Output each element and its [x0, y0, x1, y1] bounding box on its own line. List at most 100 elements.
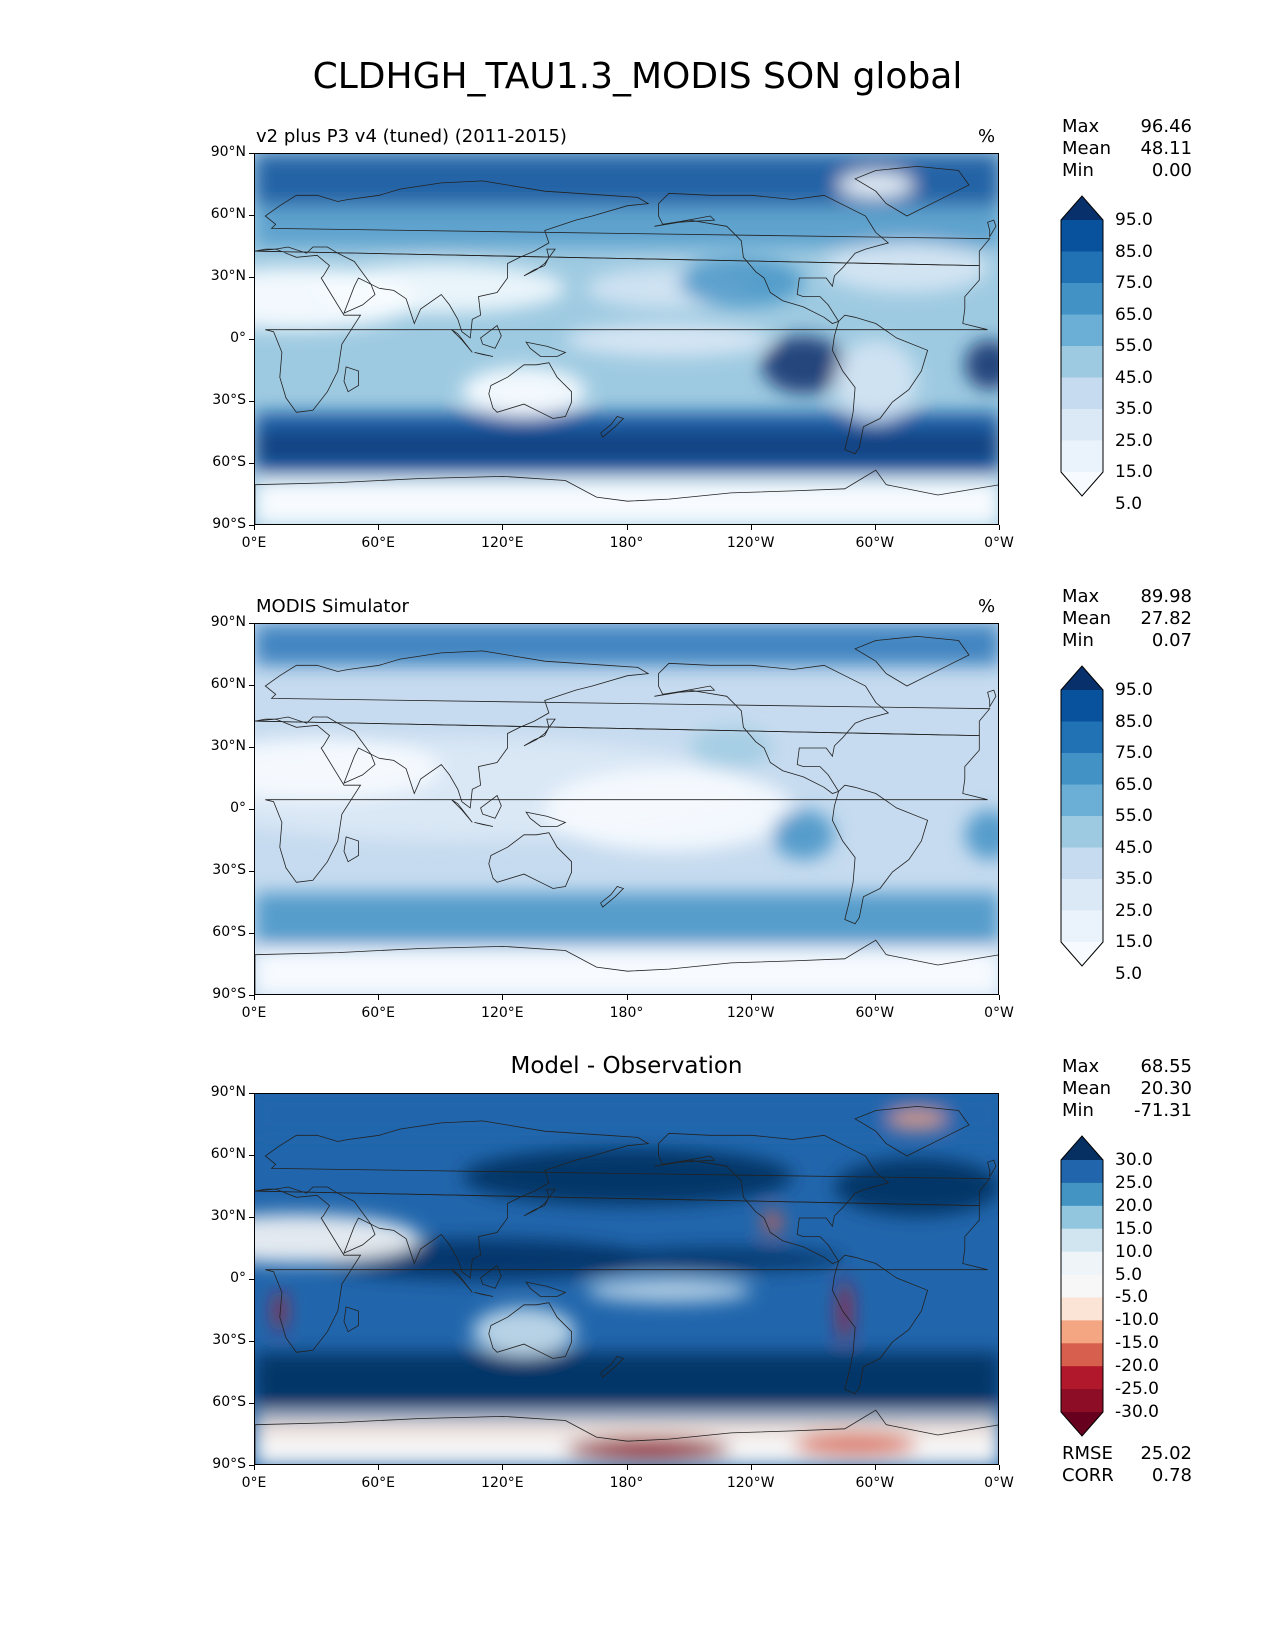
- coastline: [831, 314, 929, 455]
- lon-tick-label: 180°: [609, 1475, 644, 1491]
- cloud-field: [461, 366, 587, 417]
- map-field-svg: [255, 1094, 998, 1464]
- colorbar-svg: [1060, 1135, 1104, 1437]
- lon-tick: [874, 525, 876, 530]
- panel-difference: Model - Observation Max 68.55 Mean 20.30 M…: [0, 1053, 1275, 1538]
- stat-label: Min: [1062, 160, 1094, 181]
- colorbar-segment: [1061, 251, 1103, 284]
- colorbar: [1060, 1135, 1105, 1437]
- cloud-field: [255, 737, 442, 800]
- lon-tick-label: 180°: [609, 1005, 644, 1021]
- coastline: [488, 362, 573, 419]
- lon-tick-label: 0°W: [984, 1005, 1014, 1021]
- cloud-field: [544, 768, 794, 852]
- lat-tick-label: 90°S: [212, 1456, 246, 1472]
- colorbar-tick-label: 5.0: [1115, 1264, 1143, 1285]
- colorbar-tick-label: -30.0: [1115, 1402, 1159, 1422]
- lon-tick: [254, 1465, 255, 1470]
- cloud-field: [834, 340, 918, 423]
- map-observation: [254, 623, 999, 995]
- coastline: [255, 469, 998, 524]
- cloud-band: [255, 480, 998, 524]
- figure-title: CLDHGH_TAU1.3_MODIS SON global: [312, 56, 963, 97]
- stat-value: 96.46: [1140, 116, 1192, 137]
- lon-tick-label: 0°E: [241, 1005, 267, 1021]
- coastline: [451, 799, 473, 823]
- lon-tick: [254, 995, 255, 1000]
- lat-tick: [249, 463, 254, 464]
- colorbar-segment: [1061, 753, 1103, 785]
- colorbar-tick-label: -5.0: [1115, 1287, 1149, 1308]
- units-label: %: [978, 596, 996, 617]
- colorbar-segment: [1061, 220, 1103, 252]
- colorbar-tick-label: 25.0: [1115, 430, 1153, 451]
- lat-tick: [249, 685, 254, 686]
- lat-tick: [249, 1279, 254, 1280]
- lat-tick-label: 0°: [230, 330, 246, 346]
- lat-tick-label: 60°N: [210, 676, 246, 692]
- coastline: [523, 248, 556, 277]
- lon-tick: [378, 1465, 380, 1470]
- cloud-field: [888, 1108, 947, 1130]
- cloud-field: [472, 1306, 576, 1357]
- lon-tick-label: 120°W: [726, 1475, 775, 1491]
- stat-label: Max: [1062, 1056, 1100, 1077]
- stat-value: 0.07: [1151, 630, 1192, 651]
- colorbar-tick-label: 15.0: [1115, 462, 1153, 482]
- lat-tick-label: 30°S: [212, 1332, 246, 1348]
- lat-tick: [249, 1155, 254, 1156]
- cloud-field: [461, 1147, 794, 1206]
- colorbar-segment: [1061, 1320, 1103, 1344]
- lon-tick: [999, 1465, 1000, 1470]
- stat-label: Mean: [1062, 138, 1112, 159]
- lat-tick-label: 30°N: [210, 738, 246, 754]
- coastline: [451, 329, 473, 353]
- coastline: [523, 718, 556, 747]
- colorbar-tick-label: 15.0: [1115, 932, 1153, 952]
- lon-tick-label: 60°W: [855, 1005, 895, 1021]
- lat-tick-label: 60°S: [212, 924, 246, 940]
- cloud-field: [565, 1437, 731, 1462]
- stat-value: 20.30: [1140, 1078, 1192, 1099]
- lat-tick: [249, 1093, 254, 1094]
- cloud-band: [255, 624, 998, 666]
- lon-tick: [874, 1465, 876, 1470]
- coastline: [255, 180, 991, 339]
- panel-title: v2 plus P3 v4 (tuned) (2011-2015): [256, 126, 567, 147]
- stat-label: Min: [1062, 630, 1094, 651]
- lon-tick: [999, 995, 1000, 1000]
- lat-tick: [249, 1465, 254, 1466]
- lat-tick-label: 30°N: [210, 1208, 246, 1224]
- colorbar-tick-label: 95.0: [1115, 210, 1153, 230]
- stat-value: 0.78: [1151, 1465, 1192, 1486]
- colorbar-svg: [1060, 665, 1104, 967]
- cloud-field: [679, 257, 804, 307]
- colorbar-segment: [1061, 910, 1103, 943]
- colorbar-segment: [1061, 879, 1103, 911]
- coastline: [488, 832, 573, 889]
- lat-tick: [249, 401, 254, 402]
- colorbar-tick-label: 10.0: [1115, 1241, 1153, 1262]
- lat-tick: [249, 871, 254, 872]
- stat-label: CORR: [1062, 1465, 1114, 1486]
- cloud-field: [838, 1280, 852, 1342]
- colorbar-segment: [1061, 283, 1103, 315]
- lat-tick: [249, 1341, 254, 1342]
- cloud-field: [793, 1432, 918, 1458]
- lon-tick-label: 60°E: [361, 1005, 395, 1021]
- colorbar-tick-label: -25.0: [1115, 1379, 1159, 1400]
- lon-tick: [254, 525, 255, 530]
- colorbar-tick-label: 15.0: [1115, 1218, 1153, 1239]
- lat-tick: [249, 933, 254, 934]
- cloud-field: [964, 340, 998, 390]
- coastline: [343, 1306, 359, 1333]
- lon-tick: [502, 1465, 504, 1470]
- cloud-band: [255, 433, 998, 460]
- lon-tick: [750, 525, 752, 530]
- colorbar-tick-label: 85.0: [1115, 241, 1153, 262]
- stats-box: Max 96.46 Mean 48.11 Min 0.00: [1062, 116, 1192, 182]
- cloud-field: [838, 172, 914, 198]
- lon-tick: [750, 1465, 752, 1470]
- colorbar-extend-bottom: [1061, 942, 1103, 966]
- coastline: [987, 689, 997, 709]
